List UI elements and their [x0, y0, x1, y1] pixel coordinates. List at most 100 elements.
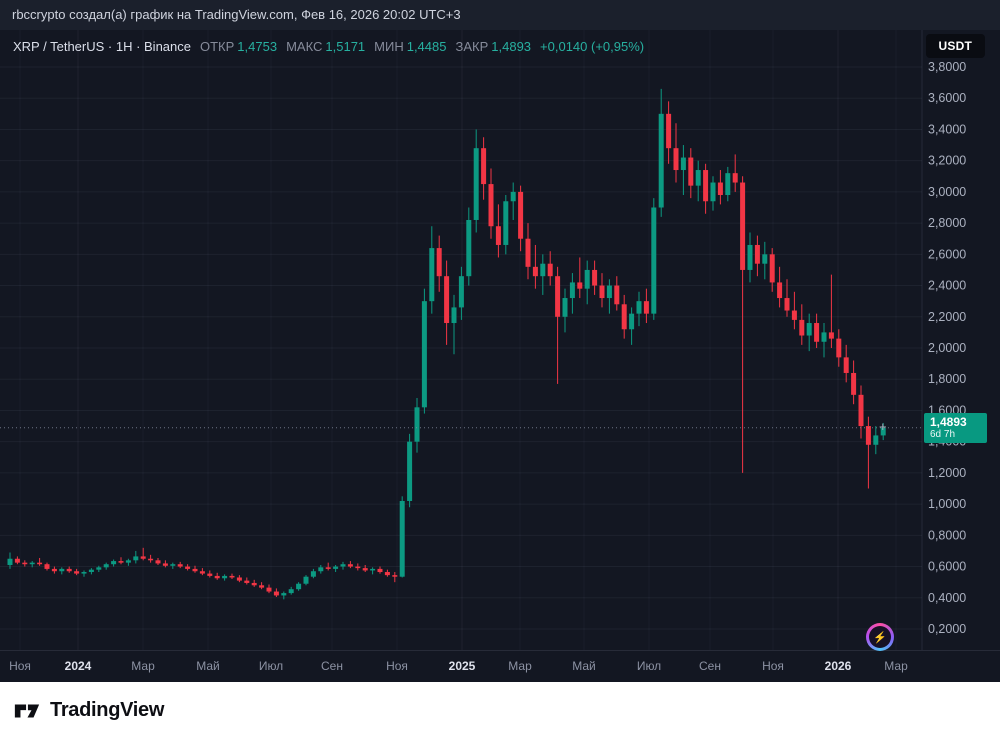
candle — [207, 573, 213, 576]
price-axis-labels[interactable]: 3,8000 3,6000 3,4000 3,2000 3,0000 2,8000 2,60… — [928, 60, 966, 636]
candle — [680, 157, 686, 171]
candle — [96, 567, 102, 570]
candle — [458, 276, 464, 308]
candle — [318, 567, 324, 572]
candle — [111, 561, 117, 565]
time-axis-label: Мар — [884, 659, 908, 673]
candle — [666, 113, 672, 149]
time-axis-label: Май — [572, 659, 596, 673]
candle — [310, 571, 316, 577]
candle — [481, 148, 487, 185]
price-axis-label: 2,4000 — [928, 279, 966, 293]
candle — [532, 266, 538, 277]
candle — [370, 568, 376, 571]
current-price: 1,4893 — [930, 414, 967, 429]
time-axis-label: Мар — [131, 659, 155, 673]
price-axis-label: 2,8000 — [928, 216, 966, 230]
candle — [651, 207, 657, 314]
time-axis-label: 2026 — [824, 659, 852, 673]
time-axis-label: Ноя — [9, 659, 31, 673]
candle — [177, 564, 183, 567]
candle — [806, 323, 812, 336]
high-value: 1,5171 — [325, 39, 366, 54]
candle — [444, 276, 450, 324]
candle — [384, 572, 390, 576]
time-axis-label: Май — [196, 659, 220, 673]
candle — [407, 441, 413, 501]
current-price-badge: 1,4893 6d 7h — [924, 412, 987, 443]
candle — [303, 576, 309, 584]
candlesticks — [7, 88, 886, 600]
candle — [799, 319, 805, 336]
chart-canvas[interactable]: 3,8000 3,6000 3,4000 3,2000 3,0000 2,8000 2,60… — [0, 30, 1000, 650]
grid-lines — [0, 30, 923, 650]
candle — [362, 568, 368, 571]
price-axis-label: 2,2000 — [928, 310, 966, 324]
candle — [118, 561, 124, 563]
ohlc-open: ОТКР 1,4753 — [200, 39, 277, 54]
candle — [717, 182, 723, 196]
time-axis-label: Ноя — [762, 659, 784, 673]
time-axis-label: 2025 — [448, 659, 476, 673]
candle — [333, 566, 339, 569]
price-axis-label: 1,0000 — [928, 497, 966, 511]
candle — [296, 583, 302, 590]
candle — [725, 173, 731, 196]
candle — [7, 558, 13, 565]
boost-button[interactable]: ⚡ — [866, 623, 894, 651]
time-axis[interactable]: Ноя 2024 Мар Май Июл Сен Ноя 2025 Мар Май Июл Сен Но… — [0, 650, 1000, 682]
symbol-title[interactable]: XRP / TetherUS · 1H · Binance — [13, 39, 191, 54]
candle — [377, 568, 383, 573]
candle — [170, 564, 176, 566]
candle — [429, 248, 435, 302]
candle — [784, 298, 790, 311]
ohlc-close: ЗАКР 1,4893 — [455, 39, 531, 54]
candle — [495, 226, 501, 245]
candle — [59, 568, 65, 572]
candle — [584, 269, 590, 289]
open-value: 1,4753 — [237, 39, 278, 54]
candle — [466, 219, 472, 277]
candle — [74, 571, 80, 574]
candle — [740, 182, 746, 270]
candle — [880, 427, 886, 436]
tradingview-logo-icon — [14, 703, 40, 718]
candle — [836, 338, 842, 358]
candle — [148, 558, 154, 561]
candle — [673, 148, 679, 171]
footer-bar: TradingView — [0, 682, 1000, 739]
candle — [192, 568, 198, 572]
symbol-legend: XRP / TetherUS · 1H · Binance ОТКР 1,475… — [13, 39, 644, 54]
price-axis-label: 2,0000 — [928, 341, 966, 355]
candle — [199, 571, 205, 574]
candle — [821, 332, 827, 342]
candle — [473, 148, 479, 220]
currency-usdt-button[interactable]: USDT — [925, 34, 985, 58]
candle — [777, 282, 783, 299]
candle — [525, 238, 531, 267]
candle — [754, 244, 760, 264]
candle — [125, 560, 131, 563]
candle — [288, 589, 294, 594]
candle — [614, 285, 620, 305]
candle — [229, 575, 235, 578]
candle — [688, 157, 694, 186]
candle — [14, 558, 20, 563]
candle — [791, 310, 797, 320]
price-axis-label: 3,2000 — [928, 154, 966, 168]
candle — [577, 282, 583, 289]
candle — [703, 170, 709, 202]
time-axis-label: Мар — [508, 659, 532, 673]
candle — [266, 587, 272, 592]
tradingview-logo-link[interactable]: TradingView — [13, 699, 164, 722]
candle — [251, 582, 257, 586]
candle — [162, 563, 168, 566]
time-axis-label: Ноя — [386, 659, 408, 673]
change-value: +0,0140 (+0,95%) — [540, 39, 645, 54]
candle — [214, 575, 220, 579]
candle — [851, 372, 857, 395]
attribution-bar: rbccrypto создал(а) график на TradingVie… — [0, 0, 1000, 30]
price-axis-label: 0,8000 — [928, 528, 966, 542]
candle — [325, 567, 331, 569]
candle — [562, 298, 568, 317]
